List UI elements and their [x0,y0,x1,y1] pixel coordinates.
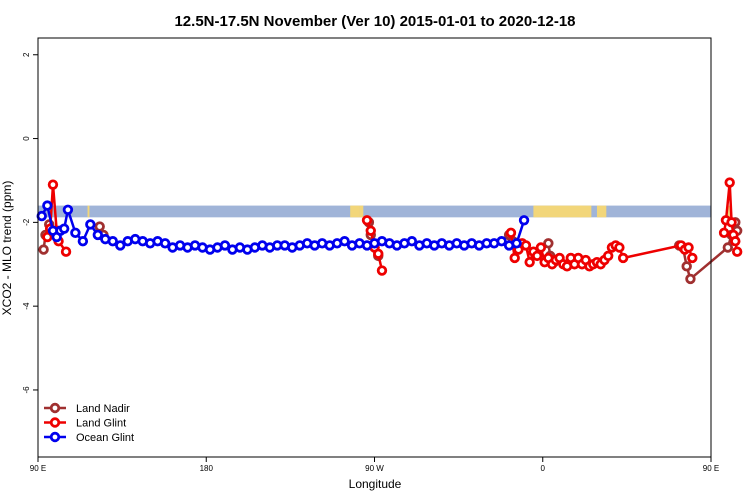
ocean-glint-point [62,204,74,215]
land-nadir-point [543,238,554,249]
legend-label: Land Glint [76,418,126,430]
land-strip-segment [580,205,592,218]
y-tick-label: -4 [22,302,31,310]
x-tick-label: 90 W [365,464,384,473]
ocean-glint-point [85,219,96,230]
ocean-glint-point [496,236,507,247]
x-tick-label: 0 [541,464,546,473]
y-tick-label: 2 [22,52,31,57]
x-tick-label: 90 E [30,464,46,473]
land-nadir-point [94,221,105,232]
land-strip-segment [87,205,90,218]
ocean-strip [38,205,711,218]
ocean-glint-point [159,238,171,249]
land-strip-segment [359,205,364,218]
ocean-glint-point [42,200,53,211]
land-glint-point [42,231,53,243]
ocean-glint-point [92,229,104,241]
land-glint-point [731,246,743,257]
x-tick-label: 180 [200,464,214,473]
ocean-glint-point [518,215,530,226]
land-glint-point [718,227,730,239]
ocean-glint-point [77,236,89,247]
land-strip-segment [727,205,732,218]
y-tick-label: -6 [22,386,31,394]
land-glint-point [683,242,694,253]
ocean-glint-point [58,223,70,234]
ocean-glint-point [115,240,126,251]
land-glint-point [730,236,741,247]
land-nadir-point [681,261,692,272]
land-glint-point [376,265,388,276]
ocean-glint-point [107,236,118,247]
ocean-glint-point [70,227,81,239]
land-glint-point [535,242,547,253]
land-glint-point [60,246,72,257]
ocean-glint-point [511,238,522,249]
ocean-glint-point [339,236,350,247]
land-glint-point [614,242,625,253]
y-tick-label: 0 [22,136,31,141]
legend-marker [49,431,61,443]
chart-title: 12.5N-17.5N November (Ver 10) 2015-01-01… [174,13,575,30]
legend-label: Land Nadir [76,403,130,415]
land-strip-segment [533,205,583,218]
land-strip-segment [350,205,360,218]
ocean-glint-point [219,240,231,251]
land-strip-segment [596,205,607,218]
y-tick-label: -2 [22,218,31,226]
x-tick-label: 90 E [703,464,719,473]
land-glint-point [520,240,532,251]
land-glint-point [531,250,543,262]
y-axis-title: XCO2 - MLO trend (ppm) [0,181,14,316]
land-glint-point [726,217,737,228]
land-glint-point [524,256,535,268]
legend: Land Nadir Land Glint Ocean Glint [44,402,134,444]
x-axis-title: Longitude [349,477,402,491]
legend-marker [49,417,61,428]
land-nadir-point [685,273,696,285]
ocean-glint-point [406,236,418,247]
legend-label: Ocean Glint [76,432,134,444]
land-glint-point [373,248,384,259]
land-glint-point [617,252,629,264]
land-glint-point [602,250,614,262]
legend-marker [49,402,61,414]
land-nadir-point [38,244,49,255]
ocean-glint-point [36,210,47,222]
land-glint-point [509,252,520,264]
land-glint-point [365,225,376,236]
land-glint-point [47,179,59,190]
land-glint-point [724,177,735,188]
land-glint-point [687,252,698,264]
land-nadir-point [722,242,734,253]
land-glint-point [505,227,517,239]
land-glint-point [361,215,373,226]
